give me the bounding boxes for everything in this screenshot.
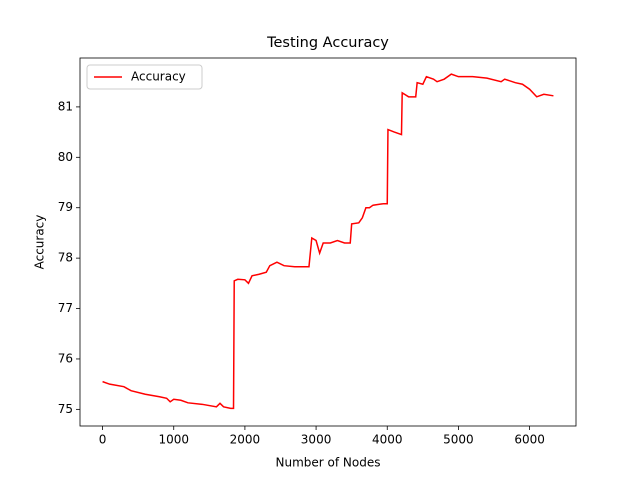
y-tick-label: 79 — [58, 200, 73, 214]
x-tick-label: 3000 — [301, 433, 332, 447]
y-tick-label: 77 — [58, 301, 73, 315]
y-tick-label: 78 — [58, 251, 73, 265]
x-tick-label: 6000 — [514, 433, 545, 447]
y-axis-label: Accuracy — [33, 215, 47, 270]
x-axis-label: Number of Nodes — [276, 456, 381, 470]
data-line — [102, 73, 554, 410]
legend-label: Accuracy — [131, 70, 186, 84]
legend-box — [86, 64, 203, 90]
x-tick-label: 1000 — [158, 433, 189, 447]
x-tick-label: 5000 — [443, 433, 474, 447]
axes-frame — [79, 57, 577, 427]
chart-title: Testing Accuracy — [266, 35, 389, 51]
y-tick-label: 76 — [58, 351, 73, 365]
y-tick-label: 75 — [58, 402, 73, 416]
y-tick-label: 80 — [58, 150, 73, 164]
x-tick-label: 4000 — [372, 433, 403, 447]
y-tick-label: 81 — [58, 99, 73, 113]
x-tick-label: 2000 — [230, 433, 261, 447]
x-tick-label: 0 — [99, 433, 107, 447]
